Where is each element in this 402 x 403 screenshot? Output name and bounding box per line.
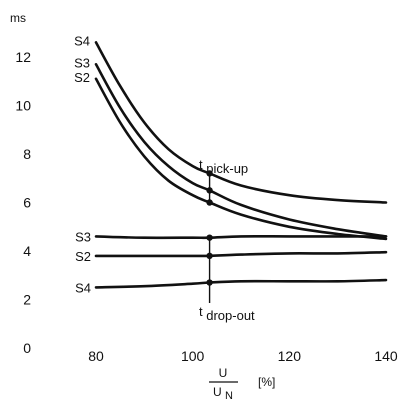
annotation-dropout: t drop-out <box>199 304 255 323</box>
y-tick-label: 0 <box>23 340 31 356</box>
x-label-numerator: U <box>219 366 228 380</box>
x-unit-label: [%] <box>258 375 275 389</box>
x-tick-label: 100 <box>181 348 205 364</box>
series-line-drop-out-s4 <box>94 278 388 289</box>
x-tick-labels: 80 100 120 140 <box>88 348 398 364</box>
series-line-pick-up-s4 <box>94 41 388 204</box>
x-tick-label: 120 <box>278 348 302 364</box>
marker-dot <box>206 199 213 206</box>
marker-dot <box>206 170 213 177</box>
series-label: S2 <box>74 70 90 85</box>
series-line-drop-out-s2 <box>94 250 388 258</box>
marker-dot <box>206 279 213 286</box>
x-label-denominator-main: U <box>213 385 222 399</box>
y-tick-label: 6 <box>23 195 31 211</box>
x-tick-label: 80 <box>88 348 104 364</box>
y-tick-label: 2 <box>23 292 31 308</box>
marker-dots <box>206 170 213 286</box>
series-label: S3 <box>74 55 90 70</box>
y-tick-labels: 0 2 4 6 8 10 12 <box>15 49 31 356</box>
annotation-pickup-sub: pick-up <box>206 161 248 176</box>
x-label-denominator-sub: N <box>225 390 233 402</box>
annotation-dropout-sub: drop-out <box>206 308 255 323</box>
marker-dot <box>206 187 213 194</box>
series-line-pick-up-s3 <box>94 63 388 238</box>
marker-dot <box>206 234 213 241</box>
annotation-dropout-t: t <box>199 304 203 319</box>
series-label: S3 <box>75 229 91 244</box>
marker-dot <box>206 252 213 260</box>
series-label: S2 <box>75 249 91 264</box>
x-tick-label: 140 <box>374 348 398 364</box>
annotation-pickup-t: t <box>199 157 203 172</box>
series-line-pick-up-s2 <box>94 77 388 241</box>
series-label: S4 <box>74 33 90 48</box>
x-label-denominator: U N <box>213 385 233 402</box>
y-unit-label: ms <box>10 11 26 25</box>
series-label: S4 <box>75 280 91 295</box>
curves <box>94 41 388 289</box>
series-line-drop-out-s3 <box>94 235 388 240</box>
y-tick-label: 4 <box>23 243 31 259</box>
y-tick-label: 8 <box>23 146 31 162</box>
annotation-pickup: t pick-up <box>199 157 248 176</box>
y-tick-label: 12 <box>15 49 31 65</box>
y-tick-label: 10 <box>15 98 31 114</box>
